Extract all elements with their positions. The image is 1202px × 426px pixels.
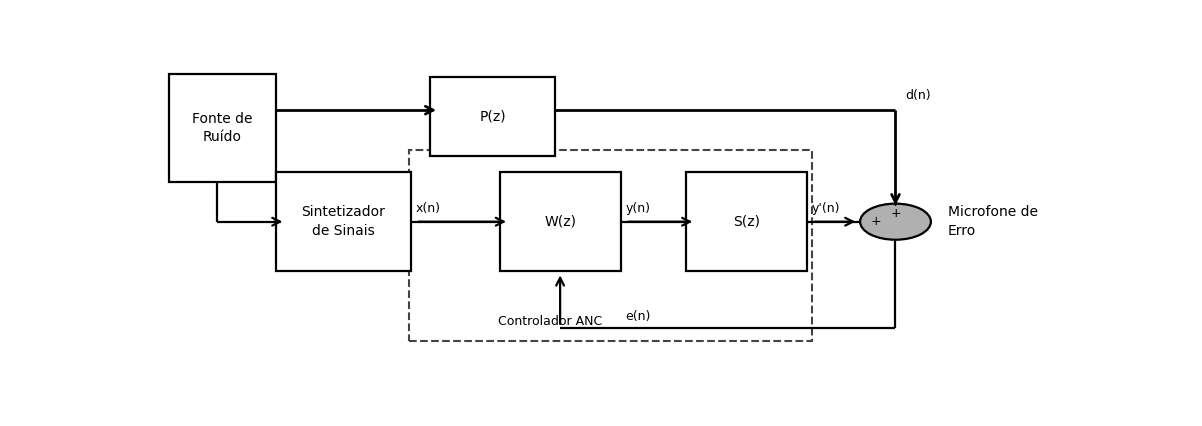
Text: y(n): y(n): [625, 202, 650, 215]
Text: d(n): d(n): [905, 89, 930, 102]
Text: Microfone de
Erro: Microfone de Erro: [947, 205, 1037, 239]
Text: Controlador ANC: Controlador ANC: [498, 315, 602, 328]
Text: e(n): e(n): [625, 311, 650, 323]
Ellipse shape: [861, 204, 930, 240]
Bar: [430, 78, 555, 156]
Text: W(z): W(z): [545, 215, 576, 229]
Text: Fonte de
Ruído: Fonte de Ruído: [192, 112, 252, 144]
Text: S(z): S(z): [733, 215, 760, 229]
Text: y'(n): y'(n): [811, 202, 840, 215]
Text: +: +: [870, 215, 881, 228]
Bar: [168, 74, 276, 182]
Text: +: +: [891, 207, 900, 220]
Text: x(n): x(n): [416, 202, 441, 215]
Bar: [276, 173, 411, 271]
Bar: [686, 173, 807, 271]
Text: Sintetizador
de Sinais: Sintetizador de Sinais: [302, 205, 386, 238]
Bar: [409, 150, 811, 341]
Bar: [500, 173, 620, 271]
Text: P(z): P(z): [480, 110, 506, 124]
